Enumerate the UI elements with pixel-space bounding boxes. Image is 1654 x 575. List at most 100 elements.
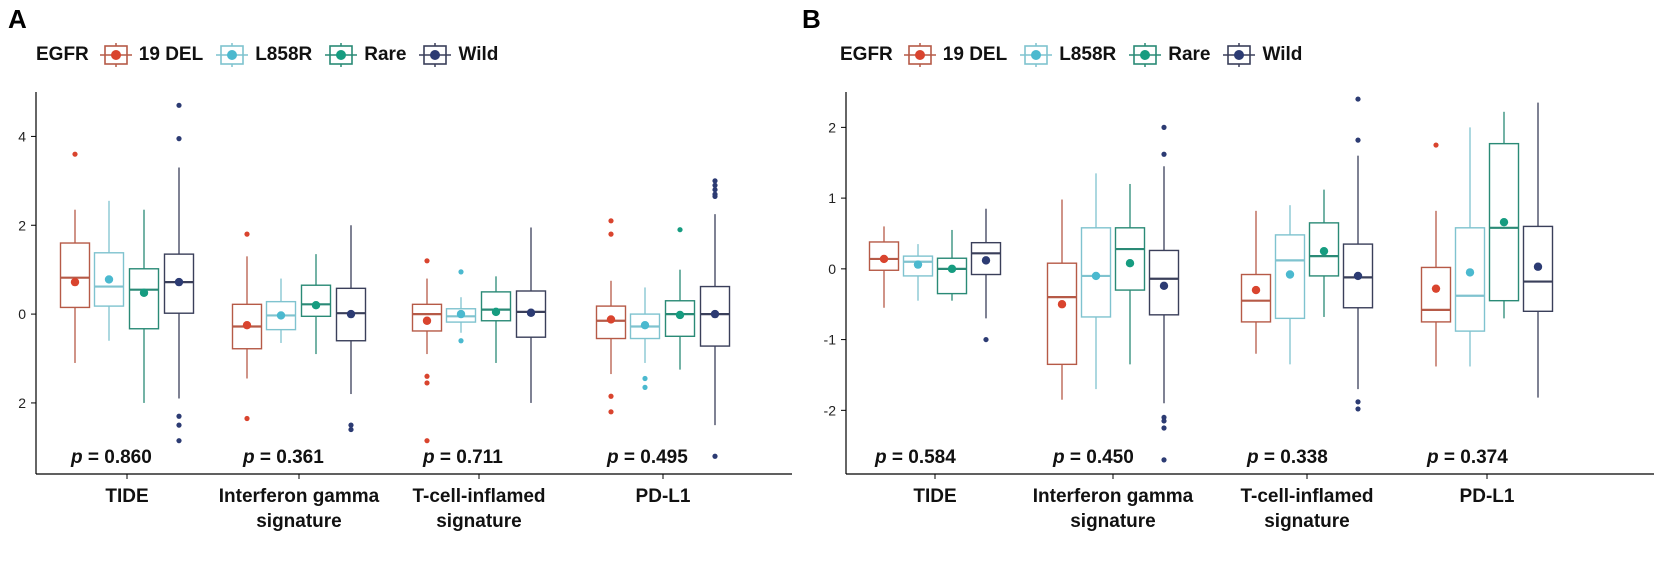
legend-label: Wild xyxy=(458,44,499,65)
outlier-point xyxy=(176,102,182,108)
panel-letter: A xyxy=(8,4,27,34)
y-tick-label: 2 xyxy=(18,395,26,411)
box-rare xyxy=(664,300,696,338)
mean-point xyxy=(1533,262,1543,271)
outlier-point xyxy=(176,136,182,142)
legend-key-19del xyxy=(903,43,936,67)
p-value: p = 0.584 xyxy=(874,447,956,468)
outlier-point xyxy=(712,453,718,459)
outlier-point xyxy=(244,415,250,422)
category-label: PD-L1 xyxy=(636,486,691,507)
outlier-point xyxy=(424,438,430,444)
mean-point xyxy=(1159,281,1169,291)
p-value: p = 0.860 xyxy=(70,447,152,468)
legend-label: L858R xyxy=(255,44,313,65)
p-value: p = 0.374 xyxy=(1426,447,1508,468)
outlier-point xyxy=(608,393,614,399)
outlier-point xyxy=(983,336,989,343)
y-tick-label: -1 xyxy=(824,332,837,348)
box-l858r xyxy=(1454,227,1486,332)
mean-point xyxy=(174,277,184,287)
y-tick-label: 2 xyxy=(828,119,836,135)
legend-label: 19 DEL xyxy=(942,44,1008,65)
legend-label: L858R xyxy=(1059,44,1117,65)
box-rare xyxy=(480,291,512,322)
outlier-point xyxy=(424,258,430,264)
mean-point xyxy=(947,264,957,274)
legend-key-dot xyxy=(336,50,347,60)
legend-item-l858r: L858R xyxy=(215,41,312,69)
mean-point xyxy=(1125,258,1135,268)
mean-point xyxy=(104,275,114,284)
category-label: PD-L1 xyxy=(1460,486,1515,507)
box-rare xyxy=(128,268,160,330)
outlier-point xyxy=(608,218,614,224)
mean-point xyxy=(1353,271,1363,281)
outlier-point xyxy=(1355,406,1361,412)
y-tick-label: -2 xyxy=(824,402,837,418)
legend-key-dot xyxy=(1234,50,1245,60)
category-label: TIDE xyxy=(105,486,148,507)
panel-b: B EGFR 19 DEL L858R Rare Wild 2 1 0 -1 -2 p =… xyxy=(800,0,1654,575)
outlier-point xyxy=(176,438,182,444)
y-tick-label: 0 xyxy=(828,261,836,277)
p-value: p = 0.450 xyxy=(1052,447,1134,468)
mean-point xyxy=(139,288,149,297)
legend-item-wild: Wild xyxy=(1222,41,1302,69)
box-rare xyxy=(300,284,332,318)
legend-item-wild: Wild xyxy=(418,41,498,69)
legend-key-dot xyxy=(914,50,925,60)
outlier-point xyxy=(1355,96,1361,102)
legend-label: Wild xyxy=(1262,44,1303,65)
legend-key-l858r xyxy=(216,43,249,67)
outlier-point xyxy=(1355,399,1361,405)
outlier-point xyxy=(1161,418,1167,424)
legend-key-wild xyxy=(1223,43,1256,67)
mean-point xyxy=(1251,285,1261,295)
outlier-point xyxy=(348,426,354,433)
mean-point xyxy=(1091,271,1101,281)
outlier-point xyxy=(176,422,182,428)
legend-key-dot xyxy=(1140,50,1151,60)
category-label: Interferon gamma signature xyxy=(219,486,380,532)
outlier-point xyxy=(1161,151,1167,157)
legend-item-19del: 19 DEL xyxy=(99,41,203,69)
outlier-point xyxy=(712,193,718,199)
legend-key-dot xyxy=(1031,50,1042,60)
legend-key-wild xyxy=(419,43,452,67)
outlier-point xyxy=(458,269,464,275)
mean-point xyxy=(879,254,889,264)
mean-point xyxy=(311,301,321,310)
box-19-del xyxy=(1420,266,1452,323)
legend-key-rare xyxy=(325,43,358,67)
p-value: p = 0.361 xyxy=(242,447,324,468)
category-label: T-cell-inflamed signature xyxy=(412,486,545,532)
boxplot-panel-b: 2 1 0 -1 -2 p = 0.584 TIDE p = 0.450 Interferon … xyxy=(824,92,1654,532)
mean-point xyxy=(1465,268,1475,277)
mean-point xyxy=(913,260,923,269)
y-tick-label: 1 xyxy=(828,190,836,206)
mean-point xyxy=(491,307,501,317)
outlier-point xyxy=(642,384,648,390)
outlier-point xyxy=(712,182,718,188)
legend-item-19del: 19 DEL xyxy=(903,41,1007,69)
mean-point xyxy=(1431,284,1441,293)
mean-point xyxy=(606,315,616,324)
boxplot-panel-a: 4 2 0 2 p = 0.860 TIDE p = 0.361 Interferon gam… xyxy=(18,92,792,532)
panel-a: A EGFR 19 DEL L858R Rare Wild 4 2 0 2 p = 0.… xyxy=(0,0,800,575)
outlier-point xyxy=(608,409,614,415)
outlier-point xyxy=(348,422,354,428)
mean-point xyxy=(422,316,432,325)
legend-key-dot xyxy=(227,50,238,60)
legend-item-rare: Rare xyxy=(324,41,406,69)
box-wild xyxy=(699,285,731,347)
category-label: TIDE xyxy=(913,486,956,507)
outlier-point xyxy=(1433,142,1439,148)
legend-key-dot xyxy=(430,50,441,60)
mean-point xyxy=(640,320,650,330)
outlier-point xyxy=(712,187,718,193)
outlier-point xyxy=(424,380,430,386)
mean-point xyxy=(1285,270,1295,279)
box-19-del xyxy=(868,241,900,271)
legend-key-dot xyxy=(110,50,121,60)
